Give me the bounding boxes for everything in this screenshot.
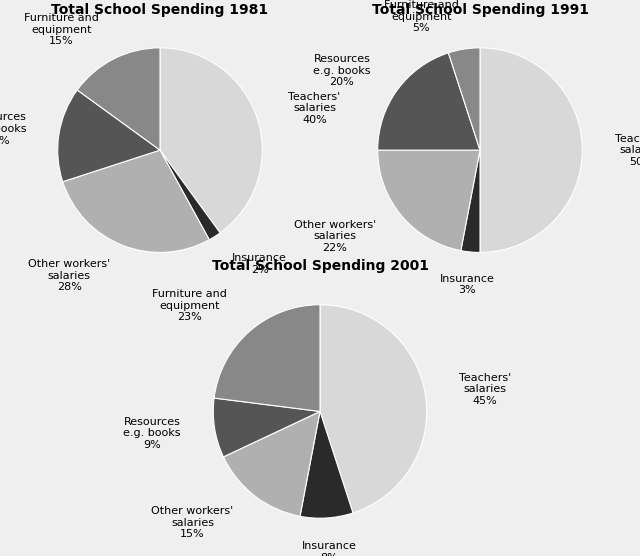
Text: Other workers'
salaries
15%: Other workers' salaries 15% <box>152 506 234 539</box>
Text: Resources
e.g. books
20%: Resources e.g. books 20% <box>313 54 371 87</box>
Wedge shape <box>77 48 160 150</box>
Wedge shape <box>160 150 220 240</box>
Text: Insurance
2%: Insurance 2% <box>232 254 287 275</box>
Text: Insurance
8%: Insurance 8% <box>301 542 356 556</box>
Wedge shape <box>449 48 480 150</box>
Wedge shape <box>63 150 209 252</box>
Text: Insurance
3%: Insurance 3% <box>440 274 495 295</box>
Wedge shape <box>320 305 427 513</box>
Wedge shape <box>160 48 262 233</box>
Wedge shape <box>223 411 320 517</box>
Text: Teachers'
salaries
50%: Teachers' salaries 50% <box>615 133 640 167</box>
Wedge shape <box>480 48 582 252</box>
Text: Furniture and
equipment
5%: Furniture and equipment 5% <box>384 0 459 33</box>
Wedge shape <box>300 411 353 518</box>
Text: Teachers'
salaries
45%: Teachers' salaries 45% <box>459 373 511 406</box>
Wedge shape <box>378 53 480 150</box>
Text: Other workers'
salaries
22%: Other workers' salaries 22% <box>294 220 376 253</box>
Wedge shape <box>461 150 480 252</box>
Wedge shape <box>214 305 320 411</box>
Title: Total School Spending 1981: Total School Spending 1981 <box>51 3 269 17</box>
Text: Furniture and
equipment
15%: Furniture and equipment 15% <box>24 13 99 46</box>
Text: Other workers'
salaries
28%: Other workers' salaries 28% <box>28 259 110 292</box>
Text: Furniture and
equipment
23%: Furniture and equipment 23% <box>152 289 227 322</box>
Wedge shape <box>213 398 320 457</box>
Wedge shape <box>58 90 160 182</box>
Title: Total School Spending 2001: Total School Spending 2001 <box>211 259 429 272</box>
Title: Total School Spending 1991: Total School Spending 1991 <box>371 3 589 17</box>
Wedge shape <box>378 150 480 251</box>
Text: Resources
e.g. books
9%: Resources e.g. books 9% <box>124 417 181 450</box>
Text: Teachers'
salaries
40%: Teachers' salaries 40% <box>289 92 340 125</box>
Text: Resources
e.g. books
15%: Resources e.g. books 15% <box>0 112 27 146</box>
